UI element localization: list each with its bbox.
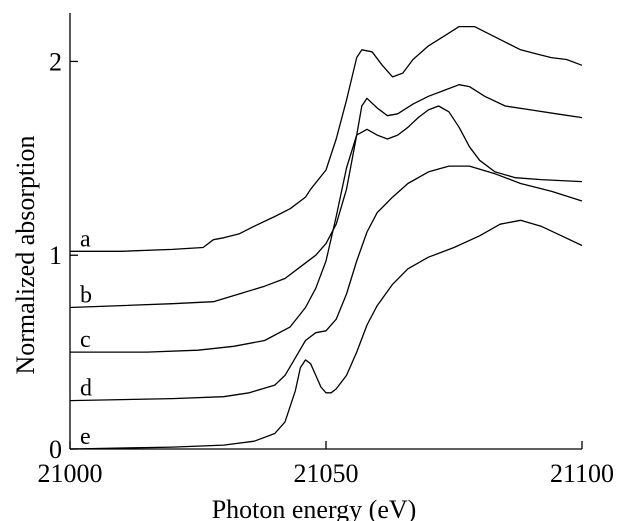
y-axis-title: Normalized absorption [11, 136, 40, 375]
series-line-c [70, 105, 583, 353]
series-line-a [70, 25, 583, 252]
axes: 0 1 2 21000 21050 21100 [38, 13, 614, 488]
y-tick-label: 1 [49, 241, 62, 270]
series-label-d: d [80, 376, 92, 402]
series-line-b [69, 84, 583, 309]
y-tick-label: 2 [49, 47, 62, 76]
series-label-a: a [80, 226, 91, 252]
series-label-e: e [80, 424, 91, 450]
series-label-c: c [80, 327, 91, 353]
x-tick-label: 21050 [294, 459, 359, 488]
series-line-e [69, 219, 583, 450]
y-tick-label: 0 [49, 435, 62, 464]
series-line-d [69, 165, 583, 402]
x-axis-title: Photon energy (eV) [212, 495, 417, 521]
x-tick-label: 21000 [38, 459, 103, 488]
x-tick-label: 21100 [550, 459, 614, 488]
series-label-b: b [80, 283, 92, 309]
